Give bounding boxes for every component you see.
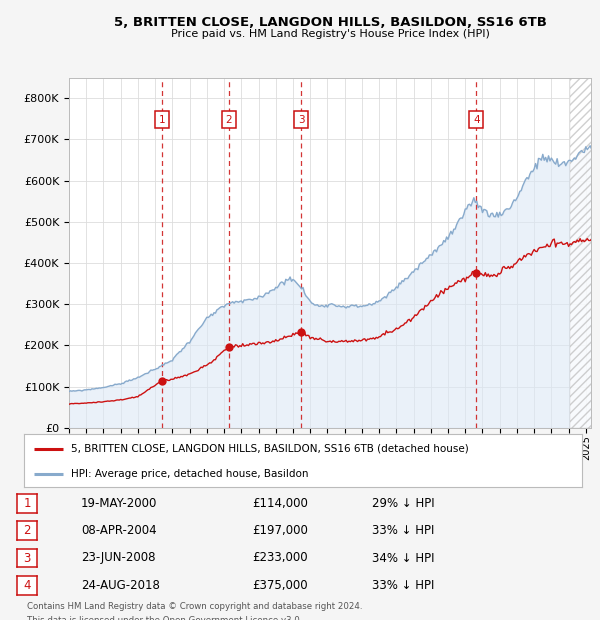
- Text: 34% ↓ HPI: 34% ↓ HPI: [372, 552, 434, 564]
- Text: £233,000: £233,000: [252, 552, 308, 564]
- Text: 08-APR-2004: 08-APR-2004: [81, 525, 157, 537]
- Text: 33% ↓ HPI: 33% ↓ HPI: [372, 579, 434, 591]
- Text: £197,000: £197,000: [252, 525, 308, 537]
- Text: 3: 3: [298, 115, 305, 125]
- Text: 23-JUN-2008: 23-JUN-2008: [81, 552, 155, 564]
- Text: Contains HM Land Registry data © Crown copyright and database right 2024.: Contains HM Land Registry data © Crown c…: [27, 602, 362, 611]
- Text: This data is licensed under the Open Government Licence v3.0.: This data is licensed under the Open Gov…: [27, 616, 302, 620]
- Text: 19-MAY-2000: 19-MAY-2000: [81, 497, 157, 510]
- Text: 4: 4: [473, 115, 480, 125]
- Text: HPI: Average price, detached house, Basildon: HPI: Average price, detached house, Basi…: [71, 469, 309, 479]
- Text: 1: 1: [158, 115, 165, 125]
- Text: 3: 3: [23, 552, 31, 564]
- Text: 33% ↓ HPI: 33% ↓ HPI: [372, 525, 434, 537]
- Text: 1: 1: [23, 497, 31, 510]
- Text: 29% ↓ HPI: 29% ↓ HPI: [372, 497, 434, 510]
- Text: 5, BRITTEN CLOSE, LANGDON HILLS, BASILDON, SS16 6TB: 5, BRITTEN CLOSE, LANGDON HILLS, BASILDO…: [113, 16, 547, 29]
- Text: 5, BRITTEN CLOSE, LANGDON HILLS, BASILDON, SS16 6TB (detached house): 5, BRITTEN CLOSE, LANGDON HILLS, BASILDO…: [71, 444, 469, 454]
- Text: 2: 2: [226, 115, 232, 125]
- Text: 2: 2: [23, 525, 31, 537]
- Text: £375,000: £375,000: [252, 579, 308, 591]
- Text: 24-AUG-2018: 24-AUG-2018: [81, 579, 160, 591]
- Text: £114,000: £114,000: [252, 497, 308, 510]
- Text: 4: 4: [23, 579, 31, 591]
- Text: Price paid vs. HM Land Registry's House Price Index (HPI): Price paid vs. HM Land Registry's House …: [170, 29, 490, 39]
